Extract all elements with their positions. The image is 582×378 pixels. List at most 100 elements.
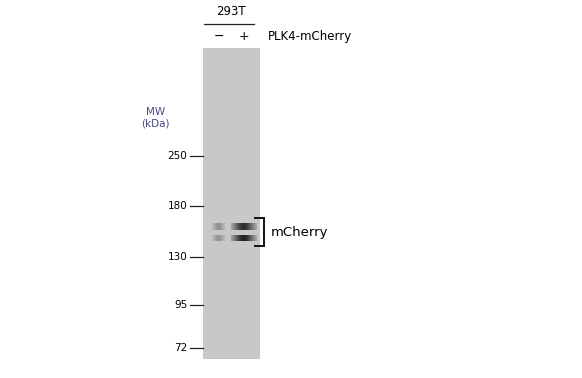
Bar	[223, 223, 224, 230]
Bar	[234, 223, 235, 230]
Bar	[252, 223, 253, 230]
Bar	[217, 235, 218, 241]
Bar	[231, 223, 232, 230]
Bar	[237, 235, 238, 241]
Bar	[254, 235, 255, 241]
Bar	[236, 235, 237, 241]
Bar	[247, 223, 248, 230]
Bar	[214, 223, 215, 230]
Bar	[254, 223, 255, 230]
Bar	[248, 223, 249, 230]
Bar	[255, 223, 256, 230]
Bar	[237, 235, 238, 241]
Bar	[251, 235, 252, 241]
Bar	[232, 235, 233, 241]
Bar	[232, 235, 233, 241]
Bar	[253, 223, 254, 230]
Bar	[215, 223, 216, 230]
Bar	[217, 235, 218, 241]
Bar	[253, 235, 254, 241]
Bar	[235, 223, 236, 230]
Bar	[216, 223, 217, 230]
Bar	[217, 223, 218, 230]
Bar	[216, 223, 217, 230]
Bar	[233, 223, 234, 230]
Bar	[224, 235, 225, 241]
Bar	[256, 223, 257, 230]
Bar	[214, 223, 215, 230]
Bar	[233, 235, 234, 241]
Bar	[221, 223, 222, 230]
Bar	[255, 235, 256, 241]
Bar	[232, 223, 233, 230]
Text: MW
(kDa): MW (kDa)	[141, 107, 170, 128]
Bar	[253, 223, 254, 230]
Bar	[223, 235, 224, 241]
Bar	[243, 223, 244, 230]
Bar	[224, 235, 225, 241]
Bar	[247, 235, 248, 241]
Bar	[249, 235, 250, 241]
Bar	[221, 223, 222, 230]
Bar	[214, 235, 215, 241]
Bar	[240, 223, 241, 230]
Bar	[217, 235, 218, 241]
Bar	[234, 223, 235, 230]
Bar	[220, 235, 221, 241]
Bar	[217, 235, 218, 241]
Bar	[243, 235, 244, 241]
Bar	[212, 223, 213, 230]
Bar	[221, 223, 222, 230]
Bar	[234, 223, 235, 230]
Bar	[255, 235, 256, 241]
Bar	[221, 235, 222, 241]
Bar	[239, 235, 240, 241]
Bar	[215, 235, 216, 241]
Bar	[251, 223, 252, 230]
Bar	[253, 223, 254, 230]
Bar	[235, 223, 236, 230]
Bar	[242, 235, 243, 241]
Bar	[223, 223, 224, 230]
Bar	[245, 235, 246, 241]
Bar	[239, 223, 240, 230]
Bar	[246, 223, 247, 230]
Bar	[251, 235, 252, 241]
Bar	[254, 223, 255, 230]
Bar	[244, 235, 245, 241]
Bar	[222, 223, 223, 230]
Bar	[252, 235, 253, 241]
Bar	[240, 223, 241, 230]
Bar	[218, 223, 219, 230]
Bar	[212, 223, 213, 230]
Bar	[216, 235, 217, 241]
Bar	[245, 235, 246, 241]
Bar	[215, 223, 216, 230]
Bar	[251, 235, 252, 241]
Bar	[215, 223, 216, 230]
Bar	[219, 223, 220, 230]
Bar	[232, 235, 233, 241]
Bar	[246, 223, 247, 230]
Bar	[250, 223, 251, 230]
Bar	[248, 223, 249, 230]
Bar	[221, 223, 222, 230]
Bar	[247, 223, 248, 230]
Bar	[222, 223, 223, 230]
Bar	[224, 223, 225, 230]
Bar	[242, 223, 243, 230]
Bar	[217, 235, 218, 241]
Bar	[215, 223, 216, 230]
Bar	[233, 235, 234, 241]
Bar	[231, 235, 232, 241]
Bar	[231, 223, 232, 230]
Bar	[237, 235, 238, 241]
Bar	[241, 235, 242, 241]
Bar	[250, 223, 251, 230]
Bar	[221, 235, 222, 241]
Bar	[222, 223, 223, 230]
Bar	[236, 223, 237, 230]
Bar	[215, 235, 217, 241]
Text: 130: 130	[168, 252, 187, 262]
Bar	[249, 235, 250, 241]
